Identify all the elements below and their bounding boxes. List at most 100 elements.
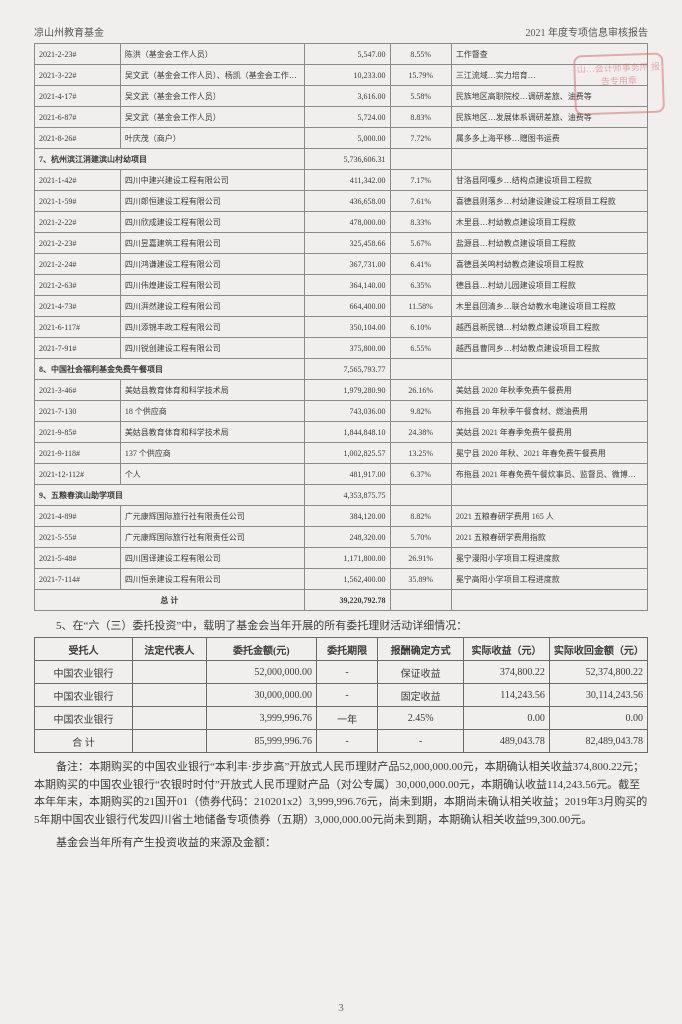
payee: 四川郎恒建设工程有限公司 <box>120 191 304 212</box>
stamp: 山…会计师事务所 报告专用章 <box>573 52 665 115</box>
payee: 美姑县教育体育和科学技术局 <box>120 422 304 443</box>
percent: 8.82% <box>390 506 451 527</box>
table-row: 9、五粮春滨山助学项目4,353,875.75 <box>35 485 648 506</box>
section-label: 9、五粮春滨山助学项目 <box>35 485 305 506</box>
table-row: 2021-7-91#四川锐创建设工程有限公司375,800.006.55%越西县… <box>35 338 648 359</box>
invest-row: 合 计85,999,996.76--489,043.7882,489,043.7… <box>35 730 648 753</box>
table-row: 2021-1-42#四川中建兴建设工程有限公司411,342.007.17%甘洛… <box>35 170 648 191</box>
ref-no: 2021-6-117# <box>35 317 121 338</box>
invest-cell: 114,243.56 <box>464 684 550 707</box>
invest-cell: 0.00 <box>464 707 550 730</box>
desc: 2021 五粮春研学费用 165 人 <box>451 506 647 527</box>
invest-cell <box>133 730 207 753</box>
invest-cell: 52,000,000.00 <box>206 661 316 684</box>
ref-no: 2021-2-23# <box>35 233 121 254</box>
percent: 7.61% <box>390 191 451 212</box>
percent: 6.10% <box>390 317 451 338</box>
invest-cell: 374,800.22 <box>464 661 550 684</box>
desc: 美姑县 2020 年秋季免费午餐费用 <box>451 380 647 401</box>
amount: 1,562,400.00 <box>304 569 390 590</box>
section-label: 8、中国社会福利基金免费午餐项目 <box>35 359 305 380</box>
table-row: 2021-5-48#四川国译建设工程有限公司1,171,800.0026.91%… <box>35 548 648 569</box>
invest-cell: 30,114,243.56 <box>549 684 647 707</box>
percent: 8.83% <box>390 107 451 128</box>
payee: 137 个供应商 <box>120 443 304 464</box>
percent: 8.33% <box>390 212 451 233</box>
amount: 664,400.00 <box>304 296 390 317</box>
table-row: 2021-7-114#四川恒亲建设工程有限公司1,562,400.0035.89… <box>35 569 648 590</box>
header-left: 凉山州教育基金 <box>34 24 104 39</box>
ref-no: 2021-4-73# <box>35 296 121 317</box>
table-row: 2021-2-23#陈洪（基金会工作人员）5,547.008.55%工作督查 <box>35 44 648 65</box>
percent: 13.25% <box>390 443 451 464</box>
invest-cell: 固定收益 <box>378 684 464 707</box>
ref-no: 2021-8-26# <box>35 128 121 149</box>
payee: 吴文武（基金会工作人员） <box>120 86 304 107</box>
desc: 冕宁高阳小学项目工程进度款 <box>451 569 647 590</box>
invest-col-header: 法定代表人 <box>133 638 207 661</box>
table-row: 2021-6-117#四川添锦丰政工程有限公司350,104.006.10%越西… <box>35 317 648 338</box>
invest-cell: 2.45% <box>378 707 464 730</box>
table-row: 2021-4-17#吴文武（基金会工作人员）3,616.005.58%民族地区高… <box>35 86 648 107</box>
invest-cell: - <box>316 730 377 753</box>
table-row: 2021-1-59#四川郎恒建设工程有限公司436,658.007.61%喜德县… <box>35 191 648 212</box>
percent: 6.37% <box>390 464 451 485</box>
payee: 四川鸿谦建设工程有限公司 <box>120 254 304 275</box>
detail-table: 2021-2-23#陈洪（基金会工作人员）5,547.008.55%工作督查20… <box>34 43 648 611</box>
invest-cell <box>133 684 207 707</box>
page-number: 3 <box>0 1002 682 1014</box>
desc: 木里县…村幼教点建设项目工程款 <box>451 212 647 233</box>
payee: 广元康辉国际旅行社有限责任公司 <box>120 527 304 548</box>
table-row: 2021-5-55#广元康辉国际旅行社有限责任公司248,320.005.70%… <box>35 527 648 548</box>
table-row: 总 计39,220,792.78 <box>35 590 648 611</box>
amount: 5,547.00 <box>304 44 390 65</box>
invest-col-header: 委托期限 <box>316 638 377 661</box>
payee: 18 个供应商 <box>120 401 304 422</box>
page: 凉山州教育基金 2021 年度专项信息审核报告 山…会计师事务所 报告专用章 2… <box>0 0 682 1024</box>
invest-row: 中国农业银行30,000,000.00-固定收益114,243.5630,114… <box>35 684 648 707</box>
invest-cell: 3,999,996.76 <box>206 707 316 730</box>
invest-cell: 一年 <box>316 707 377 730</box>
ref-no: 2021-9-85# <box>35 422 121 443</box>
desc: 德县县…村幼儿园建设项目工程款 <box>451 275 647 296</box>
table-row: 2021-7-13018 个供应商743,036.009.82%布拖县 20 年… <box>35 401 648 422</box>
table-row: 2021-2-22#四川欣成建设工程有限公司478,000.008.33%木里县… <box>35 212 648 233</box>
invest-cell: 中国农业银行 <box>35 707 133 730</box>
amount: 478,000.00 <box>304 212 390 233</box>
amount: 1,002,825.57 <box>304 443 390 464</box>
percent: 9.82% <box>390 401 451 422</box>
percent: 15.79% <box>390 65 451 86</box>
amount: 481,917.00 <box>304 464 390 485</box>
payee: 吴文武（基金会工作人员）、杨凯（基金会工作人员）、杜泽（基金会理事长） <box>120 65 304 86</box>
amount: 1,979,280.90 <box>304 380 390 401</box>
ref-no: 2021-2-23# <box>35 44 121 65</box>
total-label: 总 计 <box>35 590 305 611</box>
payee: 四川恒亲建设工程有限公司 <box>120 569 304 590</box>
payee: 四川中建兴建设工程有限公司 <box>120 170 304 191</box>
amount: 364,140.00 <box>304 275 390 296</box>
desc: 甘洛县阿嘎乡…结构点建设项目工程款 <box>451 170 647 191</box>
invest-col-header: 受托人 <box>35 638 133 661</box>
payee: 四川湃然建设工程有限公司 <box>120 296 304 317</box>
section-amount: 5,736,606.31 <box>304 149 390 170</box>
amount: 3,616.00 <box>304 86 390 107</box>
percent: 7.72% <box>390 128 451 149</box>
invest-table: 受托人法定代表人委托金额(元)委托期限报酬确定方式实际收益（元）实际收回金额（元… <box>34 637 648 753</box>
percent: 11.58% <box>390 296 451 317</box>
invest-cell: 30,000,000.00 <box>206 684 316 707</box>
desc: 冕宁漫阳小学项目工程进度款 <box>451 548 647 569</box>
ref-no: 2021-7-114# <box>35 569 121 590</box>
table-row: 8、中国社会福利基金免费午餐项目7,565,793.77 <box>35 359 648 380</box>
desc: 冕宁县 2020 年秋、2021 年春免费午餐费用 <box>451 443 647 464</box>
percent: 6.35% <box>390 275 451 296</box>
percent: 7.17% <box>390 170 451 191</box>
table-row: 2021-3-22#吴文武（基金会工作人员）、杨凯（基金会工作人员）、杜泽（基金… <box>35 65 648 86</box>
ref-no: 2021-1-42# <box>35 170 121 191</box>
ref-no: 2021-7-91# <box>35 338 121 359</box>
invest-col-header: 委托金额(元) <box>206 638 316 661</box>
table-row: 2021-4-73#四川湃然建设工程有限公司664,400.0011.58%木里… <box>35 296 648 317</box>
desc: 越西县新民镇…村幼教点建设项目工程款 <box>451 317 647 338</box>
percent: 6.55% <box>390 338 451 359</box>
table-row: 2021-9-118#137 个供应商1,002,825.5713.25%冕宁县… <box>35 443 648 464</box>
table-row: 2021-2-23#四川昱嘉建筑工程有限公司325,458.665.67%盐源县… <box>35 233 648 254</box>
